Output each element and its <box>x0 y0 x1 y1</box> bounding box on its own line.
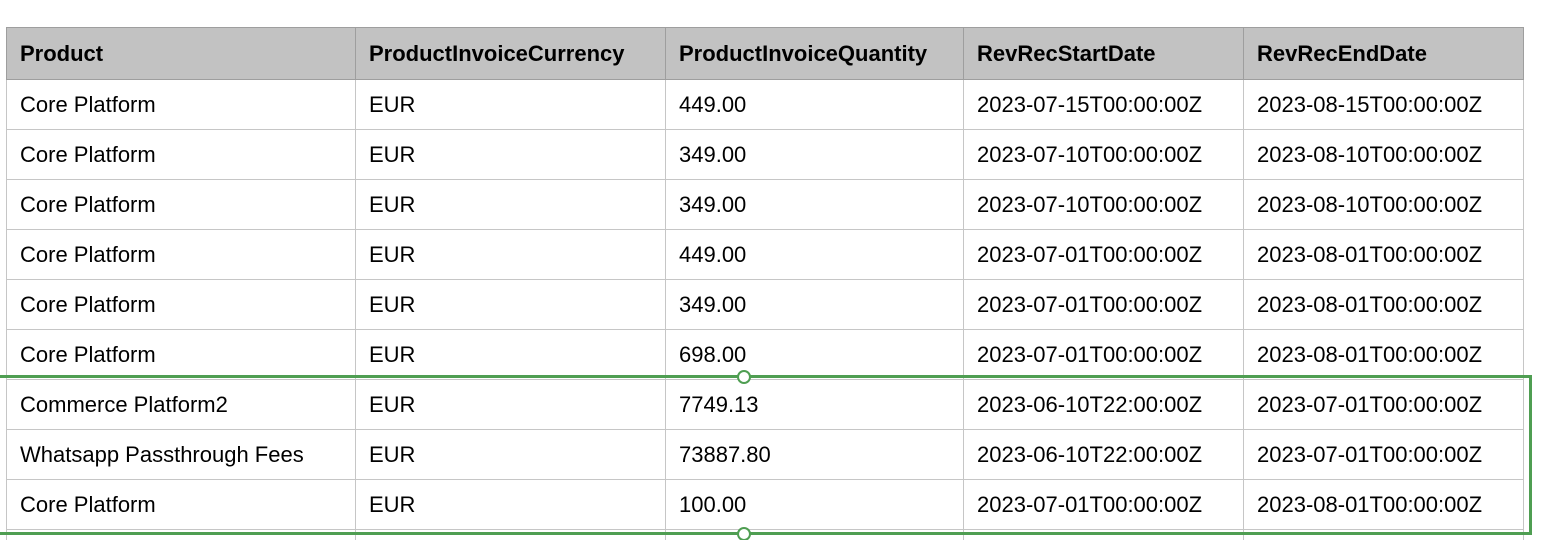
cell[interactable]: 100.00 <box>665 479 964 530</box>
column-header-product-invoice-currency[interactable]: ProductInvoiceCurrency <box>355 27 666 80</box>
cell[interactable]: EUR <box>355 429 666 480</box>
cell[interactable]: 698.00 <box>665 329 964 380</box>
table-row: Core Platform EUR 349.00 2023-07-10T00:00:0… <box>6 129 1524 180</box>
cell[interactable] <box>355 529 666 540</box>
cell[interactable] <box>6 529 356 540</box>
cell[interactable] <box>665 529 964 540</box>
cell[interactable]: EUR <box>355 179 666 230</box>
table-body: Core Platform EUR 449.00 2023-07-15T00:00:0… <box>6 79 1524 540</box>
cell[interactable]: Core Platform <box>6 329 356 380</box>
cell[interactable]: 2023-08-15T00:00:00Z <box>1243 79 1524 130</box>
cell[interactable]: 2023-07-01T00:00:00Z <box>963 479 1244 530</box>
column-header-product-invoice-quantity[interactable]: ProductInvoiceQuantity <box>665 27 964 80</box>
cell[interactable]: EUR <box>355 329 666 380</box>
cell[interactable]: EUR <box>355 479 666 530</box>
cell[interactable]: 449.00 <box>665 229 964 280</box>
cell[interactable]: 2023-07-01T00:00:00Z <box>963 279 1244 330</box>
cell[interactable]: 7749.13 <box>665 379 964 430</box>
cell[interactable]: 2023-08-01T00:00:00Z <box>1243 479 1524 530</box>
table-row-partial <box>6 529 1524 540</box>
selection-handle-top[interactable] <box>737 370 751 384</box>
cell[interactable]: Commerce Platform2 <box>6 379 356 430</box>
cell[interactable]: EUR <box>355 379 666 430</box>
table-row: Core Platform EUR 449.00 2023-07-15T00:00:0… <box>6 79 1524 130</box>
cell[interactable]: Core Platform <box>6 279 356 330</box>
cell[interactable]: 2023-07-15T00:00:00Z <box>963 79 1244 130</box>
column-header-product[interactable]: Product <box>6 27 356 80</box>
table-row: Whatsapp Passthrough Fees EUR 73887.80 2023… <box>6 429 1524 480</box>
cell[interactable]: EUR <box>355 279 666 330</box>
cell[interactable]: Whatsapp Passthrough Fees <box>6 429 356 480</box>
cell[interactable]: 2023-07-10T00:00:00Z <box>963 129 1244 180</box>
cell[interactable]: 73887.80 <box>665 429 964 480</box>
cell[interactable]: Core Platform <box>6 179 356 230</box>
cell[interactable]: 2023-07-01T00:00:00Z <box>963 229 1244 280</box>
cell[interactable]: 2023-07-01T00:00:00Z <box>1243 429 1524 480</box>
cell[interactable]: Core Platform <box>6 479 356 530</box>
cell[interactable]: 2023-07-10T00:00:00Z <box>963 179 1244 230</box>
table-row: Core Platform EUR 698.00 2023-07-01T00:00:0… <box>6 329 1524 380</box>
cell[interactable]: Core Platform <box>6 229 356 280</box>
cell[interactable]: 349.00 <box>665 279 964 330</box>
table-row: Core Platform EUR 449.00 2023-07-01T00:00:0… <box>6 229 1524 280</box>
cell[interactable]: 2023-08-01T00:00:00Z <box>1243 229 1524 280</box>
cell[interactable]: 449.00 <box>665 79 964 130</box>
cell[interactable]: EUR <box>355 229 666 280</box>
cell[interactable]: Core Platform <box>6 129 356 180</box>
cell[interactable]: EUR <box>355 79 666 130</box>
table-row: Core Platform EUR 349.00 2023-07-01T00:00:0… <box>6 279 1524 330</box>
table-row: Core Platform EUR 349.00 2023-07-10T00:00:0… <box>6 179 1524 230</box>
cell[interactable]: 2023-08-10T00:00:00Z <box>1243 129 1524 180</box>
table-header-row: Product ProductInvoiceCurrency ProductIn… <box>6 27 1524 80</box>
cell[interactable]: Core Platform <box>6 79 356 130</box>
cell[interactable]: 2023-08-10T00:00:00Z <box>1243 179 1524 230</box>
cell[interactable]: 2023-06-10T22:00:00Z <box>963 429 1244 480</box>
column-header-revrec-start-date[interactable]: RevRecStartDate <box>963 27 1244 80</box>
column-header-revrec-end-date[interactable]: RevRecEndDate <box>1243 27 1524 80</box>
cell[interactable]: 349.00 <box>665 129 964 180</box>
data-table: Product ProductInvoiceCurrency ProductIn… <box>6 27 1524 540</box>
cell[interactable]: 2023-08-01T00:00:00Z <box>1243 279 1524 330</box>
cell[interactable]: 2023-06-10T22:00:00Z <box>963 379 1244 430</box>
table-row: Core Platform EUR 100.00 2023-07-01T00:00:0… <box>6 479 1524 530</box>
selection-handle-bottom[interactable] <box>737 527 751 540</box>
table-row: Commerce Platform2 EUR 7749.13 2023-06-10T2… <box>6 379 1524 430</box>
cell[interactable]: 349.00 <box>665 179 964 230</box>
cell[interactable]: 2023-07-01T00:00:00Z <box>1243 379 1524 430</box>
cell[interactable]: 2023-08-01T00:00:00Z <box>1243 329 1524 380</box>
cell[interactable] <box>963 529 1244 540</box>
cell[interactable] <box>1243 529 1524 540</box>
cell[interactable]: 2023-07-01T00:00:00Z <box>963 329 1244 380</box>
cell[interactable]: EUR <box>355 129 666 180</box>
